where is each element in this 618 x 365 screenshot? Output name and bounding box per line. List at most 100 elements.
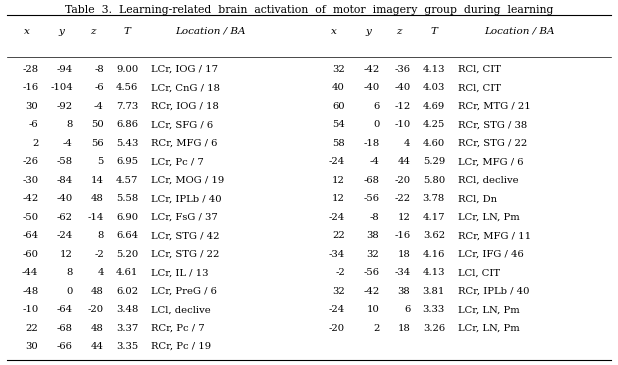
Text: 38: 38 [397, 287, 410, 296]
Text: -40: -40 [363, 84, 379, 92]
Text: 8: 8 [67, 268, 73, 277]
Text: 3.81: 3.81 [423, 287, 445, 296]
Text: -8: -8 [370, 213, 379, 222]
Text: 5.20: 5.20 [116, 250, 138, 259]
Text: 3.33: 3.33 [423, 305, 445, 314]
Text: 3.48: 3.48 [116, 305, 138, 314]
Text: -28: -28 [22, 65, 38, 74]
Text: -8: -8 [94, 65, 104, 74]
Text: -10: -10 [394, 120, 410, 130]
Text: 3.35: 3.35 [116, 342, 138, 351]
Text: -68: -68 [57, 324, 73, 333]
Text: Table  3.  Learning-related  brain  activation  of  motor  imagery  group  durin: Table 3. Learning-related brain activati… [65, 5, 553, 15]
Text: 48: 48 [91, 324, 104, 333]
Text: z: z [90, 27, 95, 35]
Text: 4.61: 4.61 [116, 268, 138, 277]
Text: RCl, declive: RCl, declive [458, 176, 519, 185]
Text: LCl, CIT: LCl, CIT [458, 268, 500, 277]
Text: 4.57: 4.57 [116, 176, 138, 185]
Text: -10: -10 [22, 305, 38, 314]
Text: 0: 0 [67, 287, 73, 296]
Text: 48: 48 [91, 194, 104, 203]
Text: 5.80: 5.80 [423, 176, 445, 185]
Text: -36: -36 [394, 65, 410, 74]
Text: RCr, MFG / 6: RCr, MFG / 6 [151, 139, 218, 148]
Text: RCr, STG / 38: RCr, STG / 38 [458, 120, 527, 130]
Text: -50: -50 [22, 213, 38, 222]
Text: LCr, FsG / 37: LCr, FsG / 37 [151, 213, 218, 222]
Text: -16: -16 [22, 84, 38, 92]
Text: 8: 8 [98, 231, 104, 240]
Text: y: y [365, 27, 371, 35]
Text: -94: -94 [57, 65, 73, 74]
Text: 6.90: 6.90 [116, 213, 138, 222]
Text: x: x [23, 27, 30, 35]
Text: -60: -60 [22, 250, 38, 259]
Text: 58: 58 [332, 139, 345, 148]
Text: -22: -22 [394, 194, 410, 203]
Text: 4.56: 4.56 [116, 84, 138, 92]
Text: 4.16: 4.16 [423, 250, 445, 259]
Text: 32: 32 [332, 65, 345, 74]
Text: LCr, MOG / 19: LCr, MOG / 19 [151, 176, 225, 185]
Text: 5: 5 [98, 157, 104, 166]
Text: LCr, Pc / 7: LCr, Pc / 7 [151, 157, 204, 166]
Text: -20: -20 [394, 176, 410, 185]
Text: 10: 10 [366, 305, 379, 314]
Text: 32: 32 [366, 250, 379, 259]
Text: LCr, IFG / 46: LCr, IFG / 46 [458, 250, 523, 259]
Text: 4.03: 4.03 [423, 84, 445, 92]
Text: LCr, STG / 22: LCr, STG / 22 [151, 250, 220, 259]
Text: LCr, IL / 13: LCr, IL / 13 [151, 268, 209, 277]
Text: -20: -20 [329, 324, 345, 333]
Text: -92: -92 [57, 102, 73, 111]
Text: 14: 14 [91, 176, 104, 185]
Text: -48: -48 [22, 287, 38, 296]
Text: -6: -6 [28, 120, 38, 130]
Text: 44: 44 [91, 342, 104, 351]
Text: 30: 30 [25, 342, 38, 351]
Text: 6: 6 [373, 102, 379, 111]
Text: LCr, LN, Pm: LCr, LN, Pm [458, 305, 520, 314]
Text: -20: -20 [88, 305, 104, 314]
Text: RCr, Pc / 19: RCr, Pc / 19 [151, 342, 211, 351]
Text: 5.43: 5.43 [116, 139, 138, 148]
Text: LCr, STG / 42: LCr, STG / 42 [151, 231, 220, 240]
Text: -44: -44 [22, 268, 38, 277]
Text: -24: -24 [329, 305, 345, 314]
Text: RCl, CIT: RCl, CIT [458, 84, 501, 92]
Text: 6: 6 [404, 305, 410, 314]
Text: RCr, MFG / 11: RCr, MFG / 11 [458, 231, 531, 240]
Text: -30: -30 [22, 176, 38, 185]
Text: -4: -4 [370, 157, 379, 166]
Text: 4.17: 4.17 [423, 213, 445, 222]
Text: RCl, Dn: RCl, Dn [458, 194, 497, 203]
Text: Location / BA: Location / BA [484, 27, 554, 35]
Text: RCr, STG / 22: RCr, STG / 22 [458, 139, 527, 148]
Text: 5.58: 5.58 [116, 194, 138, 203]
Text: 54: 54 [332, 120, 345, 130]
Text: 22: 22 [332, 231, 345, 240]
Text: 30: 30 [25, 102, 38, 111]
Text: 44: 44 [397, 157, 410, 166]
Text: y: y [59, 27, 65, 35]
Text: 4.60: 4.60 [423, 139, 445, 148]
Text: LCr, IOG / 17: LCr, IOG / 17 [151, 65, 218, 74]
Text: -12: -12 [394, 102, 410, 111]
Text: RCl, CIT: RCl, CIT [458, 65, 501, 74]
Text: 18: 18 [397, 324, 410, 333]
Text: -16: -16 [394, 231, 410, 240]
Text: -14: -14 [88, 213, 104, 222]
Text: 32: 32 [332, 287, 345, 296]
Text: 12: 12 [332, 194, 345, 203]
Text: 3.26: 3.26 [423, 324, 445, 333]
Text: 6.02: 6.02 [116, 287, 138, 296]
Text: x: x [331, 27, 337, 35]
Text: 2: 2 [32, 139, 38, 148]
Text: -62: -62 [57, 213, 73, 222]
Text: -68: -68 [363, 176, 379, 185]
Text: Location / BA: Location / BA [175, 27, 245, 35]
Text: -58: -58 [57, 157, 73, 166]
Text: LCr, SFG / 6: LCr, SFG / 6 [151, 120, 214, 130]
Text: -2: -2 [335, 268, 345, 277]
